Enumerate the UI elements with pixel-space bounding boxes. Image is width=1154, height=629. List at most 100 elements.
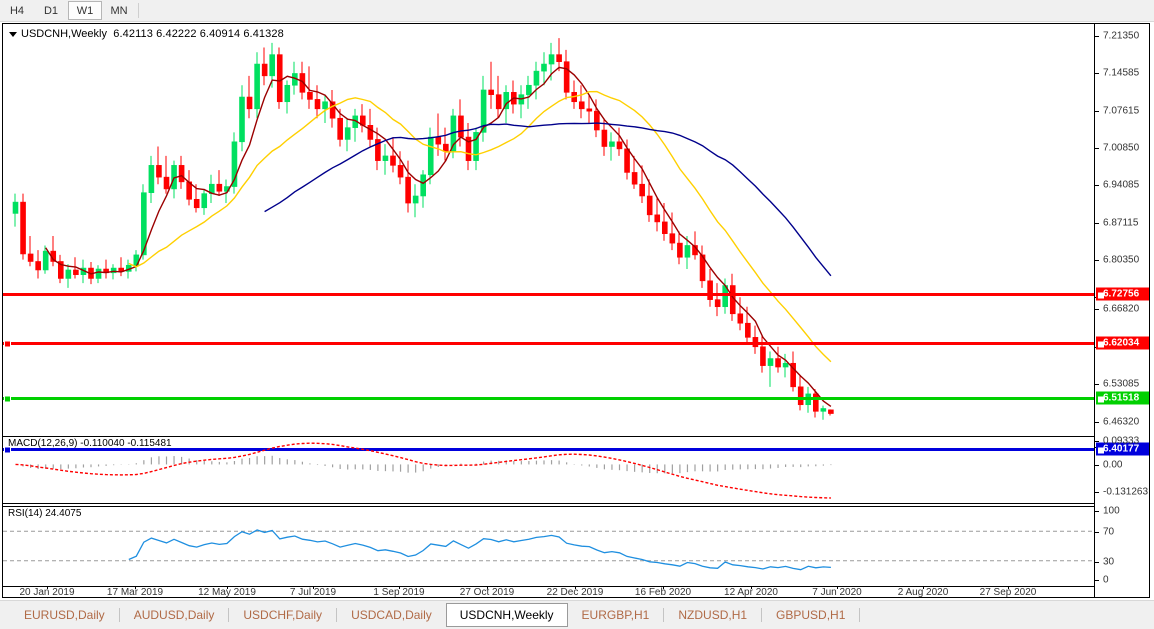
candlestick: [714, 283, 721, 317]
candlestick: [103, 259, 109, 279]
candlestick: [42, 245, 49, 274]
candlestick: [533, 61, 540, 100]
resistance-line-1[interactable]: [3, 293, 1094, 296]
timeframe-button-w1[interactable]: W1: [68, 1, 102, 20]
symbol-tab-audusd[interactable]: AUDUSD,Daily: [133, 608, 215, 622]
candlestick: [337, 108, 343, 147]
price-pane[interactable]: USDCNH,Weekly 6.42113 6.42222 6.40914 6.…: [3, 24, 1094, 433]
timeframe-button-mn[interactable]: MN: [110, 4, 128, 17]
candlestick: [314, 85, 321, 119]
candlestick: [571, 80, 578, 109]
current-price-line-handle[interactable]: [4, 446, 11, 454]
price-tag-blue[interactable]: 6.40177: [1096, 442, 1149, 456]
candlestick: [797, 375, 804, 411]
rsi-caption: RSI(14) 24.4075: [8, 508, 82, 519]
candlestick: [420, 170, 427, 208]
time-tick-mark: [1008, 586, 1009, 589]
candlestick: [163, 155, 170, 194]
candlestick: [661, 203, 668, 241]
symbol-tab-usdcad[interactable]: USDCAD,Daily: [351, 608, 432, 622]
candlestick: [646, 179, 653, 222]
resistance-line-2-handle[interactable]: [4, 340, 11, 348]
candlestick: [609, 132, 615, 161]
candlestick: [133, 250, 140, 272]
candlestick: [412, 184, 419, 218]
current-price-line[interactable]: [3, 448, 1094, 451]
symbol-tab-eurgbp[interactable]: EURGBP,H1: [581, 608, 650, 622]
candlestick: [578, 85, 585, 119]
symbol-tab-usdchf[interactable]: USDCHF,Daily: [243, 608, 323, 622]
price-tick-label: 6.66820: [1103, 303, 1140, 315]
price-tag-red[interactable]: 6.72756: [1096, 287, 1149, 301]
time-tick-label: 12 May 2019: [198, 587, 256, 598]
rsi-scale-70: 70: [1103, 526, 1115, 538]
macd-scale-bottom: -0.131263: [1103, 486, 1149, 498]
tab-separator: [228, 608, 230, 622]
candlestick: [699, 245, 706, 288]
candlestick: [20, 193, 26, 260]
candlestick: [390, 137, 396, 173]
support-line-green[interactable]: [3, 397, 1094, 400]
price-tick-mark: [1095, 309, 1099, 310]
time-tick-label: 17 Mar 2019: [106, 587, 164, 598]
rsi-scale-100: 100: [1103, 505, 1120, 517]
candlestick: [631, 155, 638, 189]
macd-scale-top-mark: [1095, 441, 1099, 442]
symbol-tab-usdcnh[interactable]: USDCNH,Weekly: [445, 603, 568, 627]
price-tag-label: 6.40177: [1103, 443, 1140, 455]
price-tick-label: 6.80350: [1103, 254, 1140, 266]
candlestick: [359, 104, 366, 133]
candlestick: [556, 38, 562, 72]
time-tick-mark: [47, 586, 48, 589]
symbol-tab-eurusd[interactable]: EURUSD,Daily: [24, 608, 105, 622]
candlestick: [246, 75, 253, 119]
rsi-scale-100-mark: [1095, 511, 1099, 512]
price-tick-mark: [1095, 185, 1099, 186]
candlestick: [518, 85, 525, 119]
candlestick: [707, 269, 713, 307]
candlestick: [480, 75, 487, 142]
time-tick-mark: [313, 586, 314, 589]
symbol-tab-nzdusd[interactable]: NZDUSD,H1: [678, 608, 748, 622]
time-tick-label: 27 Oct 2019: [459, 587, 515, 598]
price-tag-red[interactable]: 6.62034: [1096, 336, 1149, 350]
candlestick: [654, 198, 661, 232]
symbol-tab-gbpusd[interactable]: GBPUSD,H1: [776, 608, 846, 622]
timeframe-button-d1[interactable]: D1: [43, 4, 59, 17]
candlestick: [239, 85, 245, 152]
support-line-green-handle[interactable]: [4, 395, 11, 403]
timeframe-button-h4[interactable]: H4: [9, 4, 25, 17]
time-tick-mark: [487, 586, 488, 589]
rsi-scale-30: 30: [1103, 556, 1115, 568]
candlestick: [141, 184, 147, 260]
resistance-line-2[interactable]: [3, 342, 1094, 345]
candlestick: [812, 389, 819, 418]
macd-caption: MACD(12,26,9) -0.110040 -0.115481: [8, 438, 172, 449]
candlestick: [782, 353, 789, 378]
macd-pane[interactable]: MACD(12,26,9) -0.110040 -0.115481: [3, 436, 1094, 504]
time-tick-label: 2 Aug 2020: [897, 587, 949, 598]
candlestick: [224, 179, 230, 204]
candlestick: [307, 66, 313, 109]
candlestick: [216, 170, 223, 196]
candlestick: [261, 47, 268, 86]
tab-separator: [118, 608, 120, 622]
tab-separator: [761, 608, 763, 622]
candlestick: [148, 155, 155, 204]
rsi-pane[interactable]: RSI(14) 24.4075: [3, 506, 1094, 586]
candlestick: [510, 80, 517, 114]
collapse-triangle-icon[interactable]: [9, 31, 17, 37]
time-axis[interactable]: 20 Jan 2019 17 Mar 2019 12 May 2019 7 Jul 2…: [3, 586, 1094, 598]
candlestick: [828, 409, 834, 416]
time-tick-mark: [923, 586, 924, 589]
candlestick: [186, 170, 192, 206]
candlestick: [405, 160, 411, 213]
candlestick: [760, 334, 766, 373]
time-tick-mark: [135, 586, 136, 589]
candlestick: [254, 52, 260, 119]
tab-separator: [663, 608, 665, 622]
price-tag-green[interactable]: 6.51518: [1096, 391, 1149, 405]
candlestick: [563, 49, 570, 100]
candlestick: [299, 61, 306, 100]
price-scale[interactable]: 7.21350 7.14585 7.07615 7.00850 6.94085 6.871…: [1094, 24, 1149, 597]
